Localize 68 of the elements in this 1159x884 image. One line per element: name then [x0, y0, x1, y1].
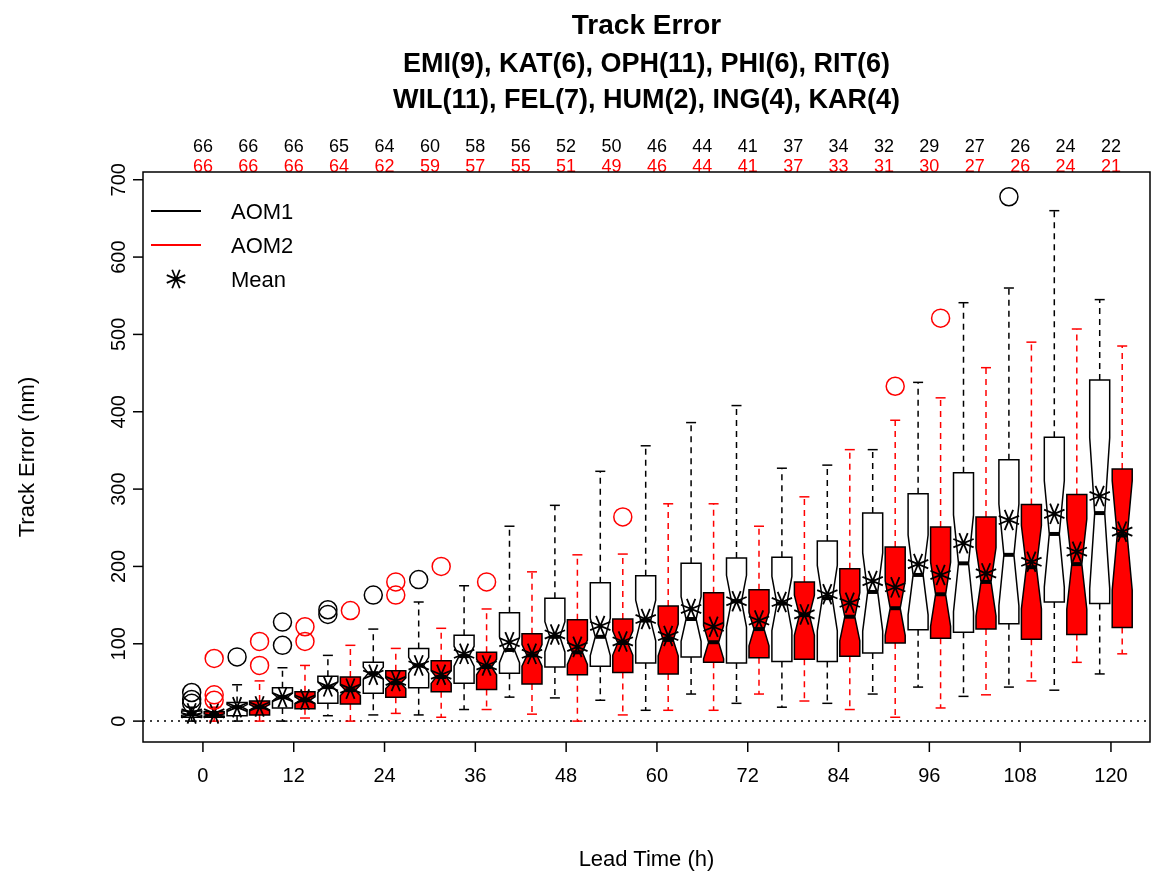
text: 66: [238, 156, 259, 176]
y-tick-label: 500: [107, 317, 129, 352]
text: 29: [919, 136, 940, 156]
y-tick-label: 100: [107, 627, 129, 661]
text: 44: [692, 136, 713, 156]
text: 41: [737, 156, 758, 176]
text: 34: [828, 136, 849, 156]
y-tick-label: 700: [107, 163, 129, 197]
x-tick-label: 96: [918, 764, 941, 786]
x-tick-label: 84: [827, 764, 850, 786]
text: 58: [465, 136, 486, 156]
x-tick-label: 48: [555, 764, 578, 786]
text: 64: [329, 156, 350, 176]
x-tick-label: 120: [1094, 764, 1128, 786]
text: 22: [1100, 136, 1121, 156]
text: 21: [1100, 156, 1121, 176]
text: 46: [646, 136, 667, 156]
text: 33: [828, 156, 849, 176]
text: 49: [601, 156, 622, 176]
text: 30: [919, 156, 940, 176]
x-tick-label: 12: [282, 764, 305, 786]
legend-label: AOM2: [231, 233, 294, 258]
text: 66: [283, 136, 304, 156]
text: 57: [465, 156, 486, 176]
text: 66: [283, 156, 304, 176]
y-tick-label: 400: [107, 395, 129, 429]
x-axis-title: Lead Time (h): [578, 846, 715, 871]
text: 55: [510, 156, 531, 176]
chart-subtitle: EMI(9), KAT(6), OPH(11), PHI(6), RIT(6) WIL(11), FEL(7), HUM(2), ING(4), KAR(4): [393, 48, 900, 114]
text: 46: [646, 156, 667, 176]
text: 60: [419, 136, 440, 156]
text: 27: [964, 136, 985, 156]
y-tick-label: 0: [107, 715, 129, 727]
text: 26: [1010, 136, 1031, 156]
text: 31: [873, 156, 894, 176]
text: 37: [783, 156, 804, 176]
text: 32: [873, 136, 894, 156]
text: 50: [601, 136, 622, 156]
y-tick-label: 200: [107, 549, 129, 584]
text: 41: [737, 136, 758, 156]
x-tick-label: 108: [1003, 764, 1037, 786]
text: 56: [510, 136, 531, 156]
legend-label: AOM1: [231, 199, 294, 224]
text: 27: [964, 156, 985, 176]
y-tick-label: 600: [107, 240, 129, 274]
text: 24: [1055, 156, 1076, 176]
x-tick-label: 36: [464, 764, 487, 786]
x-tick-label: 0: [197, 764, 209, 786]
text: 66: [238, 136, 259, 156]
text: 44: [692, 156, 713, 176]
text: 52: [556, 136, 577, 156]
text: 66: [192, 156, 213, 176]
text: 37: [783, 136, 804, 156]
text: 59: [419, 156, 440, 176]
text: 26: [1010, 156, 1031, 176]
chart-title: Track Error: [571, 9, 722, 40]
text: 66: [192, 136, 213, 156]
text: 24: [1055, 136, 1076, 156]
x-tick-label: 72: [736, 764, 759, 786]
text: 62: [374, 156, 395, 176]
text: 51: [556, 156, 577, 176]
text: 64: [374, 136, 395, 156]
annotation: Mean: [231, 267, 287, 292]
x-tick-label: 24: [373, 764, 396, 786]
y-tick-label: 300: [107, 472, 129, 506]
y-axis-title: Track Error (nm): [14, 376, 39, 538]
x-tick-label: 60: [645, 764, 669, 786]
text: 65: [329, 136, 350, 156]
